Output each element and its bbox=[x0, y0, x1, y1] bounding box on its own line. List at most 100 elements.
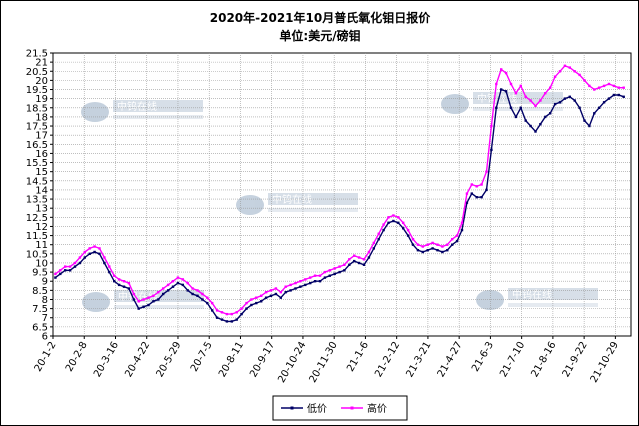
data-point bbox=[490, 124, 493, 128]
data-point bbox=[563, 64, 567, 67]
y-tick-label: 21 bbox=[35, 58, 48, 69]
data-point bbox=[534, 104, 537, 108]
data-point bbox=[460, 221, 464, 224]
data-point bbox=[539, 123, 542, 126]
data-point bbox=[299, 280, 302, 283]
y-tick-label: 11 bbox=[35, 240, 48, 251]
data-point bbox=[568, 95, 571, 98]
data-point bbox=[191, 292, 194, 296]
data-point bbox=[357, 261, 361, 265]
data-point bbox=[73, 261, 77, 265]
data-point bbox=[64, 265, 67, 268]
data-point bbox=[196, 294, 199, 297]
data-point bbox=[500, 68, 503, 71]
x-tick-label: 21-9-22 bbox=[561, 340, 590, 379]
data-point bbox=[583, 119, 586, 122]
data-point bbox=[436, 243, 439, 246]
data-point bbox=[480, 183, 483, 186]
data-point bbox=[495, 82, 498, 86]
data-point bbox=[220, 311, 224, 314]
data-point bbox=[269, 289, 273, 292]
data-point bbox=[514, 115, 518, 119]
data-point bbox=[392, 219, 395, 223]
watermark-text: 中钨在线 bbox=[512, 288, 552, 301]
data-point bbox=[211, 309, 214, 312]
y-tick-label: 14.5 bbox=[26, 176, 48, 187]
x-tick-label: 21-1-6 bbox=[345, 340, 371, 374]
legend-item: 高价 bbox=[341, 402, 387, 415]
watermark-logo: 中钨在线 bbox=[81, 100, 203, 122]
data-point bbox=[598, 86, 601, 89]
data-point bbox=[446, 249, 449, 252]
data-point bbox=[255, 296, 258, 299]
data-point bbox=[78, 261, 82, 265]
y-tick-label: 9 bbox=[42, 277, 48, 288]
data-point bbox=[122, 280, 126, 283]
data-point bbox=[588, 124, 591, 128]
x-tick-label: 20-10-24 bbox=[276, 340, 308, 385]
data-point bbox=[137, 300, 140, 303]
x-tick-label: 20-3-16 bbox=[92, 340, 121, 379]
chart-subtitle: 单位:美元/磅钼 bbox=[279, 28, 360, 43]
legend-label: 低价 bbox=[307, 402, 327, 415]
data-point bbox=[98, 247, 101, 250]
data-point bbox=[162, 292, 165, 296]
x-tick-label: 20-7-5 bbox=[189, 340, 215, 374]
series-group bbox=[54, 64, 625, 323]
data-point bbox=[573, 70, 576, 73]
data-point bbox=[211, 301, 214, 305]
data-point bbox=[573, 99, 576, 102]
grid-lines bbox=[53, 53, 631, 336]
data-point bbox=[563, 97, 567, 100]
y-tick-label: 6.5 bbox=[32, 322, 48, 333]
data-point bbox=[465, 201, 469, 204]
data-point bbox=[113, 280, 116, 283]
data-point bbox=[186, 281, 189, 285]
x-tick-label: 20-4-22 bbox=[123, 340, 152, 379]
data-point bbox=[284, 285, 287, 288]
data-point bbox=[294, 287, 297, 290]
x-tick-label: 21-3-21 bbox=[404, 340, 433, 379]
data-point bbox=[304, 278, 307, 281]
data-point bbox=[583, 79, 586, 82]
data-point bbox=[416, 249, 420, 252]
data-point bbox=[612, 93, 616, 97]
y-tick-label: 11.5 bbox=[26, 231, 48, 242]
data-point bbox=[260, 294, 263, 297]
data-point bbox=[215, 309, 219, 312]
data-point bbox=[181, 283, 184, 287]
y-tick-label: 21.5 bbox=[26, 49, 48, 60]
data-point bbox=[230, 312, 233, 316]
data-point bbox=[519, 106, 522, 109]
data-point bbox=[406, 234, 410, 237]
data-point bbox=[602, 101, 606, 104]
data-point bbox=[470, 183, 473, 186]
x-tick-label: 20-11-30 bbox=[308, 340, 340, 385]
data-point bbox=[367, 250, 371, 254]
data-point bbox=[455, 239, 459, 243]
data-point bbox=[162, 287, 165, 290]
data-point bbox=[59, 269, 62, 272]
data-point bbox=[245, 301, 248, 305]
data-point bbox=[338, 265, 341, 268]
data-point bbox=[328, 269, 331, 272]
data-point bbox=[206, 296, 209, 299]
data-point bbox=[171, 285, 175, 288]
data-point bbox=[250, 303, 253, 307]
data-point bbox=[504, 90, 508, 93]
data-point bbox=[558, 70, 562, 73]
data-point bbox=[171, 280, 175, 283]
y-tick-label: 12 bbox=[35, 222, 48, 233]
data-point bbox=[529, 99, 532, 102]
data-point bbox=[98, 252, 101, 255]
data-point bbox=[544, 92, 547, 95]
data-point bbox=[500, 88, 503, 91]
data-point bbox=[421, 245, 424, 248]
data-point bbox=[73, 265, 77, 268]
data-point bbox=[132, 298, 135, 301]
data-point bbox=[568, 66, 571, 69]
y-tick-label: 10 bbox=[35, 258, 48, 269]
data-point bbox=[504, 71, 508, 75]
data-point bbox=[446, 243, 449, 246]
data-point bbox=[426, 249, 429, 252]
